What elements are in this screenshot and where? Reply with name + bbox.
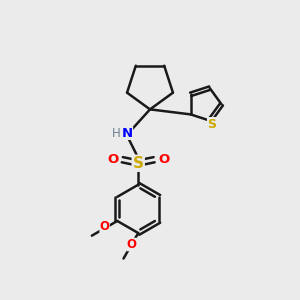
Text: O: O	[127, 238, 137, 251]
Text: S: S	[208, 118, 217, 130]
Text: O: O	[107, 153, 118, 166]
Text: N: N	[122, 127, 133, 140]
Text: O: O	[158, 153, 169, 166]
Text: H: H	[112, 127, 121, 140]
Text: O: O	[100, 220, 110, 233]
Text: S: S	[133, 156, 144, 171]
